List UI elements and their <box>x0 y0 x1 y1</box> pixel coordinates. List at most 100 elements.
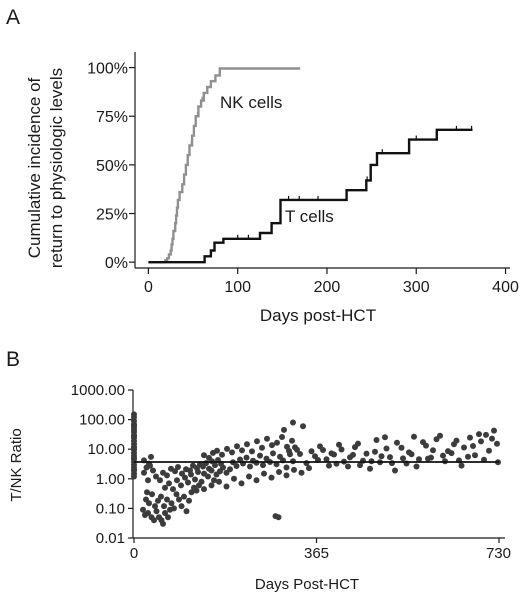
panel-b-y-tick-label: 1.00 <box>96 471 125 488</box>
scatter-point <box>186 497 192 504</box>
scatter-point <box>178 482 184 489</box>
panel-a-y-tick-label: 100% <box>87 61 128 78</box>
panel-a-ylabel-line2: return to physiologic levels <box>47 68 66 268</box>
scatter-point <box>389 460 395 467</box>
scatter-point <box>281 426 287 433</box>
scatter-point <box>268 474 275 481</box>
scatter-point <box>131 445 137 451</box>
scatter-point <box>131 422 137 429</box>
scatter-point <box>150 467 156 474</box>
scatter-point <box>249 448 255 455</box>
scatter-point <box>253 477 260 484</box>
panel-a-y-tick-label: 75% <box>96 109 128 126</box>
scatter-point <box>494 440 500 447</box>
scatter-point <box>297 451 303 457</box>
scatter-point <box>433 436 440 443</box>
scatter-point <box>131 433 137 439</box>
panel-b-y-tick-label: 0.01 <box>96 530 125 547</box>
scatter-point <box>338 446 345 453</box>
scatter-point <box>171 505 177 512</box>
scatter-point <box>483 431 489 438</box>
scatter-point <box>198 478 205 485</box>
scatter-point <box>430 447 436 454</box>
scatter-point <box>363 450 370 457</box>
panel-a-x-tick-label: 300 <box>403 279 430 296</box>
scatter-point <box>162 484 168 491</box>
scatter-point <box>164 496 170 503</box>
panel-a-y-tick-label: 0% <box>105 255 128 272</box>
scatter-point <box>274 439 280 446</box>
panel-b: B T/NK Ratio Days Post-HCT 0.01 0.10 1.00 1… <box>6 348 511 593</box>
scatter-point <box>345 463 351 470</box>
panel-b-ylabel: T/NK Ratio <box>8 428 25 501</box>
scatter-point <box>203 460 209 467</box>
scatter-point <box>382 434 388 441</box>
scatter-point <box>445 448 451 455</box>
scatter-point <box>131 473 137 480</box>
scatter-point <box>259 444 265 451</box>
panel-a-y-tick-label: 25% <box>96 207 128 224</box>
scatter-point <box>283 472 290 479</box>
scatter-point <box>336 441 342 448</box>
panel-a-y-tick-label: 50% <box>96 158 128 175</box>
scatter-point <box>178 503 185 510</box>
scatter-point <box>224 445 230 452</box>
scatter-point <box>476 431 482 438</box>
scatter-point <box>168 500 175 507</box>
scatter-point <box>260 462 266 469</box>
scatter-point <box>175 464 181 470</box>
scatter-point <box>392 467 398 474</box>
scatter-point <box>470 443 476 449</box>
scatter-point <box>279 434 285 440</box>
scatter-point <box>411 433 417 440</box>
scatter-point <box>220 464 226 471</box>
scatter-point <box>270 450 276 457</box>
scatter-point <box>257 452 263 459</box>
scatter-point <box>244 441 250 448</box>
scatter-point <box>461 444 467 451</box>
scatter-point <box>205 473 211 480</box>
scatter-point <box>151 517 157 524</box>
scatter-point <box>458 462 465 469</box>
panel-a: A Cumulative incidence of return to phys… <box>6 6 519 325</box>
curve-nk-cells <box>148 67 301 264</box>
scatter-point <box>283 464 290 471</box>
panel-b-x-tick-label: 0 <box>130 545 138 562</box>
scatter-point <box>147 462 153 469</box>
scatter-point <box>320 447 326 453</box>
scatter-point <box>261 470 267 477</box>
scatter-point <box>145 477 151 484</box>
scatter-point <box>216 478 222 485</box>
scatter-point <box>416 456 422 463</box>
scatter-point <box>286 448 292 454</box>
scatter-point <box>292 444 298 451</box>
scatter-point <box>214 447 220 454</box>
scatter-point <box>428 454 434 461</box>
scatter-point <box>174 477 180 484</box>
scatter-point <box>201 486 207 493</box>
scatter-point <box>206 454 212 461</box>
scatter-point <box>229 449 235 456</box>
curve-t-cells <box>148 128 473 264</box>
scatter-point <box>152 503 158 510</box>
scatter-point <box>323 456 330 463</box>
scatter-point <box>187 467 193 474</box>
scatter-point <box>131 455 137 462</box>
scatter-point <box>166 480 172 487</box>
scatter-point <box>181 493 187 500</box>
scatter-point <box>149 491 155 498</box>
scatter-point <box>486 447 492 454</box>
scatter-point <box>465 453 471 460</box>
panel-b-letter: B <box>6 348 20 371</box>
scatter-point <box>153 473 159 480</box>
scatter-point <box>254 438 260 445</box>
scatter-point <box>238 480 245 487</box>
scatter-point <box>269 442 275 449</box>
scatter-point <box>308 448 315 455</box>
scatter-point <box>231 475 237 482</box>
scatter-point <box>306 465 312 472</box>
scatter-point <box>451 441 457 448</box>
panel-b-axes: 0.01 0.10 1.00 10.00 100.00 1000.00 0 365 730 <box>71 382 511 562</box>
series-label-t-cells: T cells <box>285 207 334 226</box>
